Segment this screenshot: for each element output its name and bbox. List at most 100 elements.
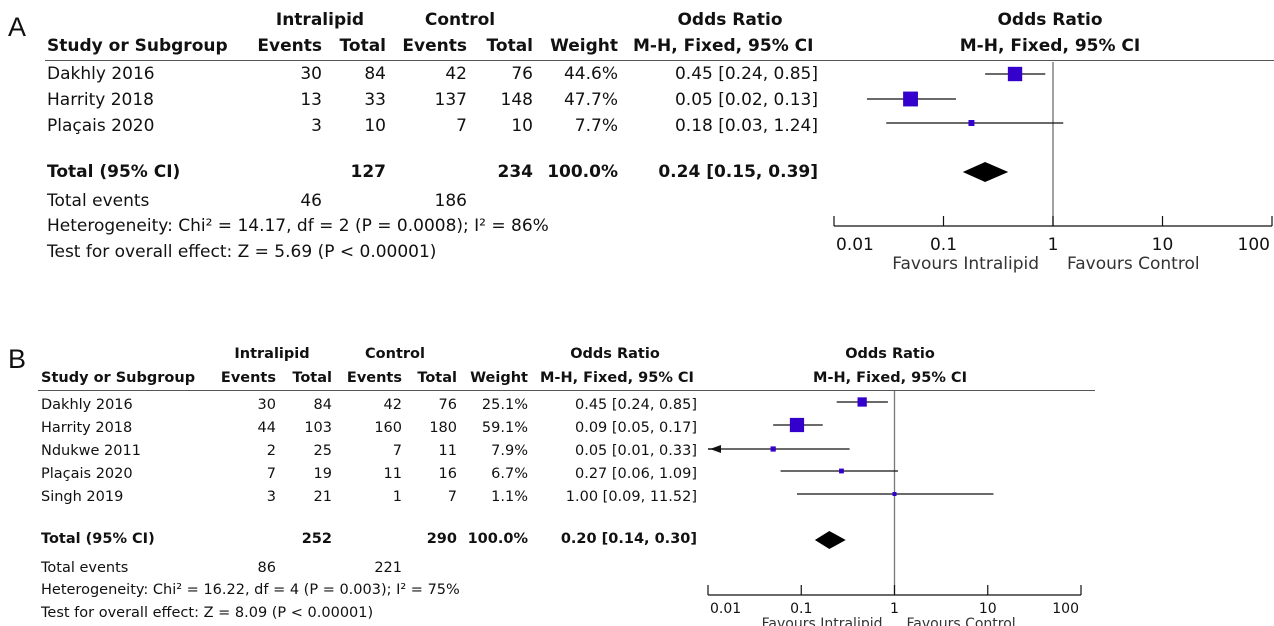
total-label: Total (95% CI) [47,162,181,182]
total1-cell: 84 [364,64,386,84]
favours-right-label: Favours Control [1067,254,1200,274]
total-events-label: Total events [47,191,150,211]
events2-cell: 160 [374,420,402,436]
total-weight: 100.0% [547,162,618,182]
favours-left-label: Favours Intralipid [762,616,883,626]
plot-method-header: M-H, Fixed, 95% CI [959,36,1141,56]
x-tick-label: 1 [890,601,899,617]
or-header: Odds Ratio [570,346,660,362]
ci-cell: 0.18 [0.03, 1.24] [674,116,818,136]
total2-cell: 148 [500,90,533,110]
events1-cell: 30 [257,397,276,413]
x-tick-label: 10 [979,601,997,617]
total-events2: 186 [434,191,467,211]
plot-or-header: Odds Ratio [845,346,935,362]
study-name: Plaçais 2020 [47,116,155,136]
total-events2: 221 [374,560,402,576]
weight-cell: 47.7% [563,90,618,110]
group1-header: Intralipid [234,346,310,362]
heterogeneity: Heterogeneity: Chi² = 14.17, df = 2 (P =… [47,216,549,236]
study-name: Dakhly 2016 [47,64,155,84]
total1-cell: 84 [313,397,332,413]
x-tick-label: 0.1 [790,601,812,617]
total-ci: 0.24 [0.15, 0.39] [658,162,818,182]
events1-cell: 30 [300,64,322,84]
weight-cell: 7.7% [574,116,618,136]
total1-sum: 252 [301,531,332,547]
method-header: M-H, Fixed, 95% CI [540,370,694,386]
total1-header: Total [339,36,386,56]
plot-or-header: Odds Ratio [997,10,1103,30]
total1-cell: 19 [313,466,332,482]
total-label: Total (95% CI) [41,531,155,547]
panel-label-b: B [8,344,27,374]
total-events1: 86 [257,560,276,576]
study-name: Plaçais 2020 [41,466,133,482]
study-name: Harrity 2018 [41,420,133,436]
ci-cell: 0.45 [0.24, 0.85] [575,397,697,413]
total2-cell: 76 [511,64,533,84]
x-tick-label: 100 [1052,601,1079,617]
ci-cell: 0.05 [0.01, 0.33] [575,443,697,459]
header-rule [45,60,1274,61]
effect-square [1007,66,1023,82]
x-tick-label: 10 [1152,235,1174,255]
events2-cell: 42 [445,64,467,84]
weight-cell: 25.1% [481,397,528,413]
effect-square [789,417,805,433]
x-tick-label: 1 [1048,235,1059,255]
total1-cell: 25 [313,443,332,459]
group2-header: Control [365,346,425,362]
total2-cell: 76 [438,397,457,413]
total1-header: Total [292,370,332,386]
events1-cell: 13 [300,90,322,110]
x-tick-label: 100 [1238,235,1270,255]
events1-cell: 44 [257,420,276,436]
group2-header: Control [424,10,496,30]
total2-header: Total [486,36,533,56]
total-events1: 46 [300,191,322,211]
weight-header: Weight [550,36,618,56]
effect-square [968,120,975,126]
method-header: M-H, Fixed, 95% CI [633,36,814,56]
events2-cell: 137 [434,90,467,110]
weight-cell: 1.1% [491,489,528,505]
events2-cell: 7 [456,116,467,136]
study-header: Study or Subgroup [47,36,228,56]
total2-header: Total [417,370,457,386]
weight-cell: 6.7% [491,466,528,482]
x-tick-label: 0.01 [710,601,741,617]
x-tick-label: 0.01 [836,235,874,255]
total2-cell: 10 [511,116,533,136]
overall-effect: Test for overall effect: Z = 5.69 (P < 0… [47,242,437,262]
favours-left-label: Favours Intralipid [892,254,1039,274]
total2-sum: 234 [497,162,534,182]
total2-cell: 180 [429,420,457,436]
events2-cell: 42 [383,397,402,413]
events1-cell: 2 [266,443,276,459]
events2-header: Events [402,36,467,56]
group1-header: Intralipid [275,10,365,30]
x-tick-label: 0.1 [930,235,957,255]
total1-cell: 103 [304,420,332,436]
effect-square [770,446,776,452]
ci-cell: 0.05 [0.02, 0.13] [674,90,818,110]
total1-cell: 10 [364,116,386,136]
events2-cell: 1 [392,489,402,505]
events1-cell: 3 [311,116,322,136]
ci-cell: 0.27 [0.06, 1.09] [575,466,697,482]
total2-sum: 290 [426,531,457,547]
favours-right-label: Favours Control [907,616,1016,626]
total2-cell: 16 [438,466,457,482]
effect-square [892,492,897,496]
plot-method-header: M-H, Fixed, 95% CI [813,370,967,386]
effect-square [857,397,867,407]
total-weight: 100.0% [467,531,528,547]
events2-cell: 11 [383,466,402,482]
events1-header: Events [220,370,276,386]
study-name: Harrity 2018 [47,90,154,110]
effect-square [903,91,918,107]
study-name: Ndukwe 2011 [41,443,141,459]
